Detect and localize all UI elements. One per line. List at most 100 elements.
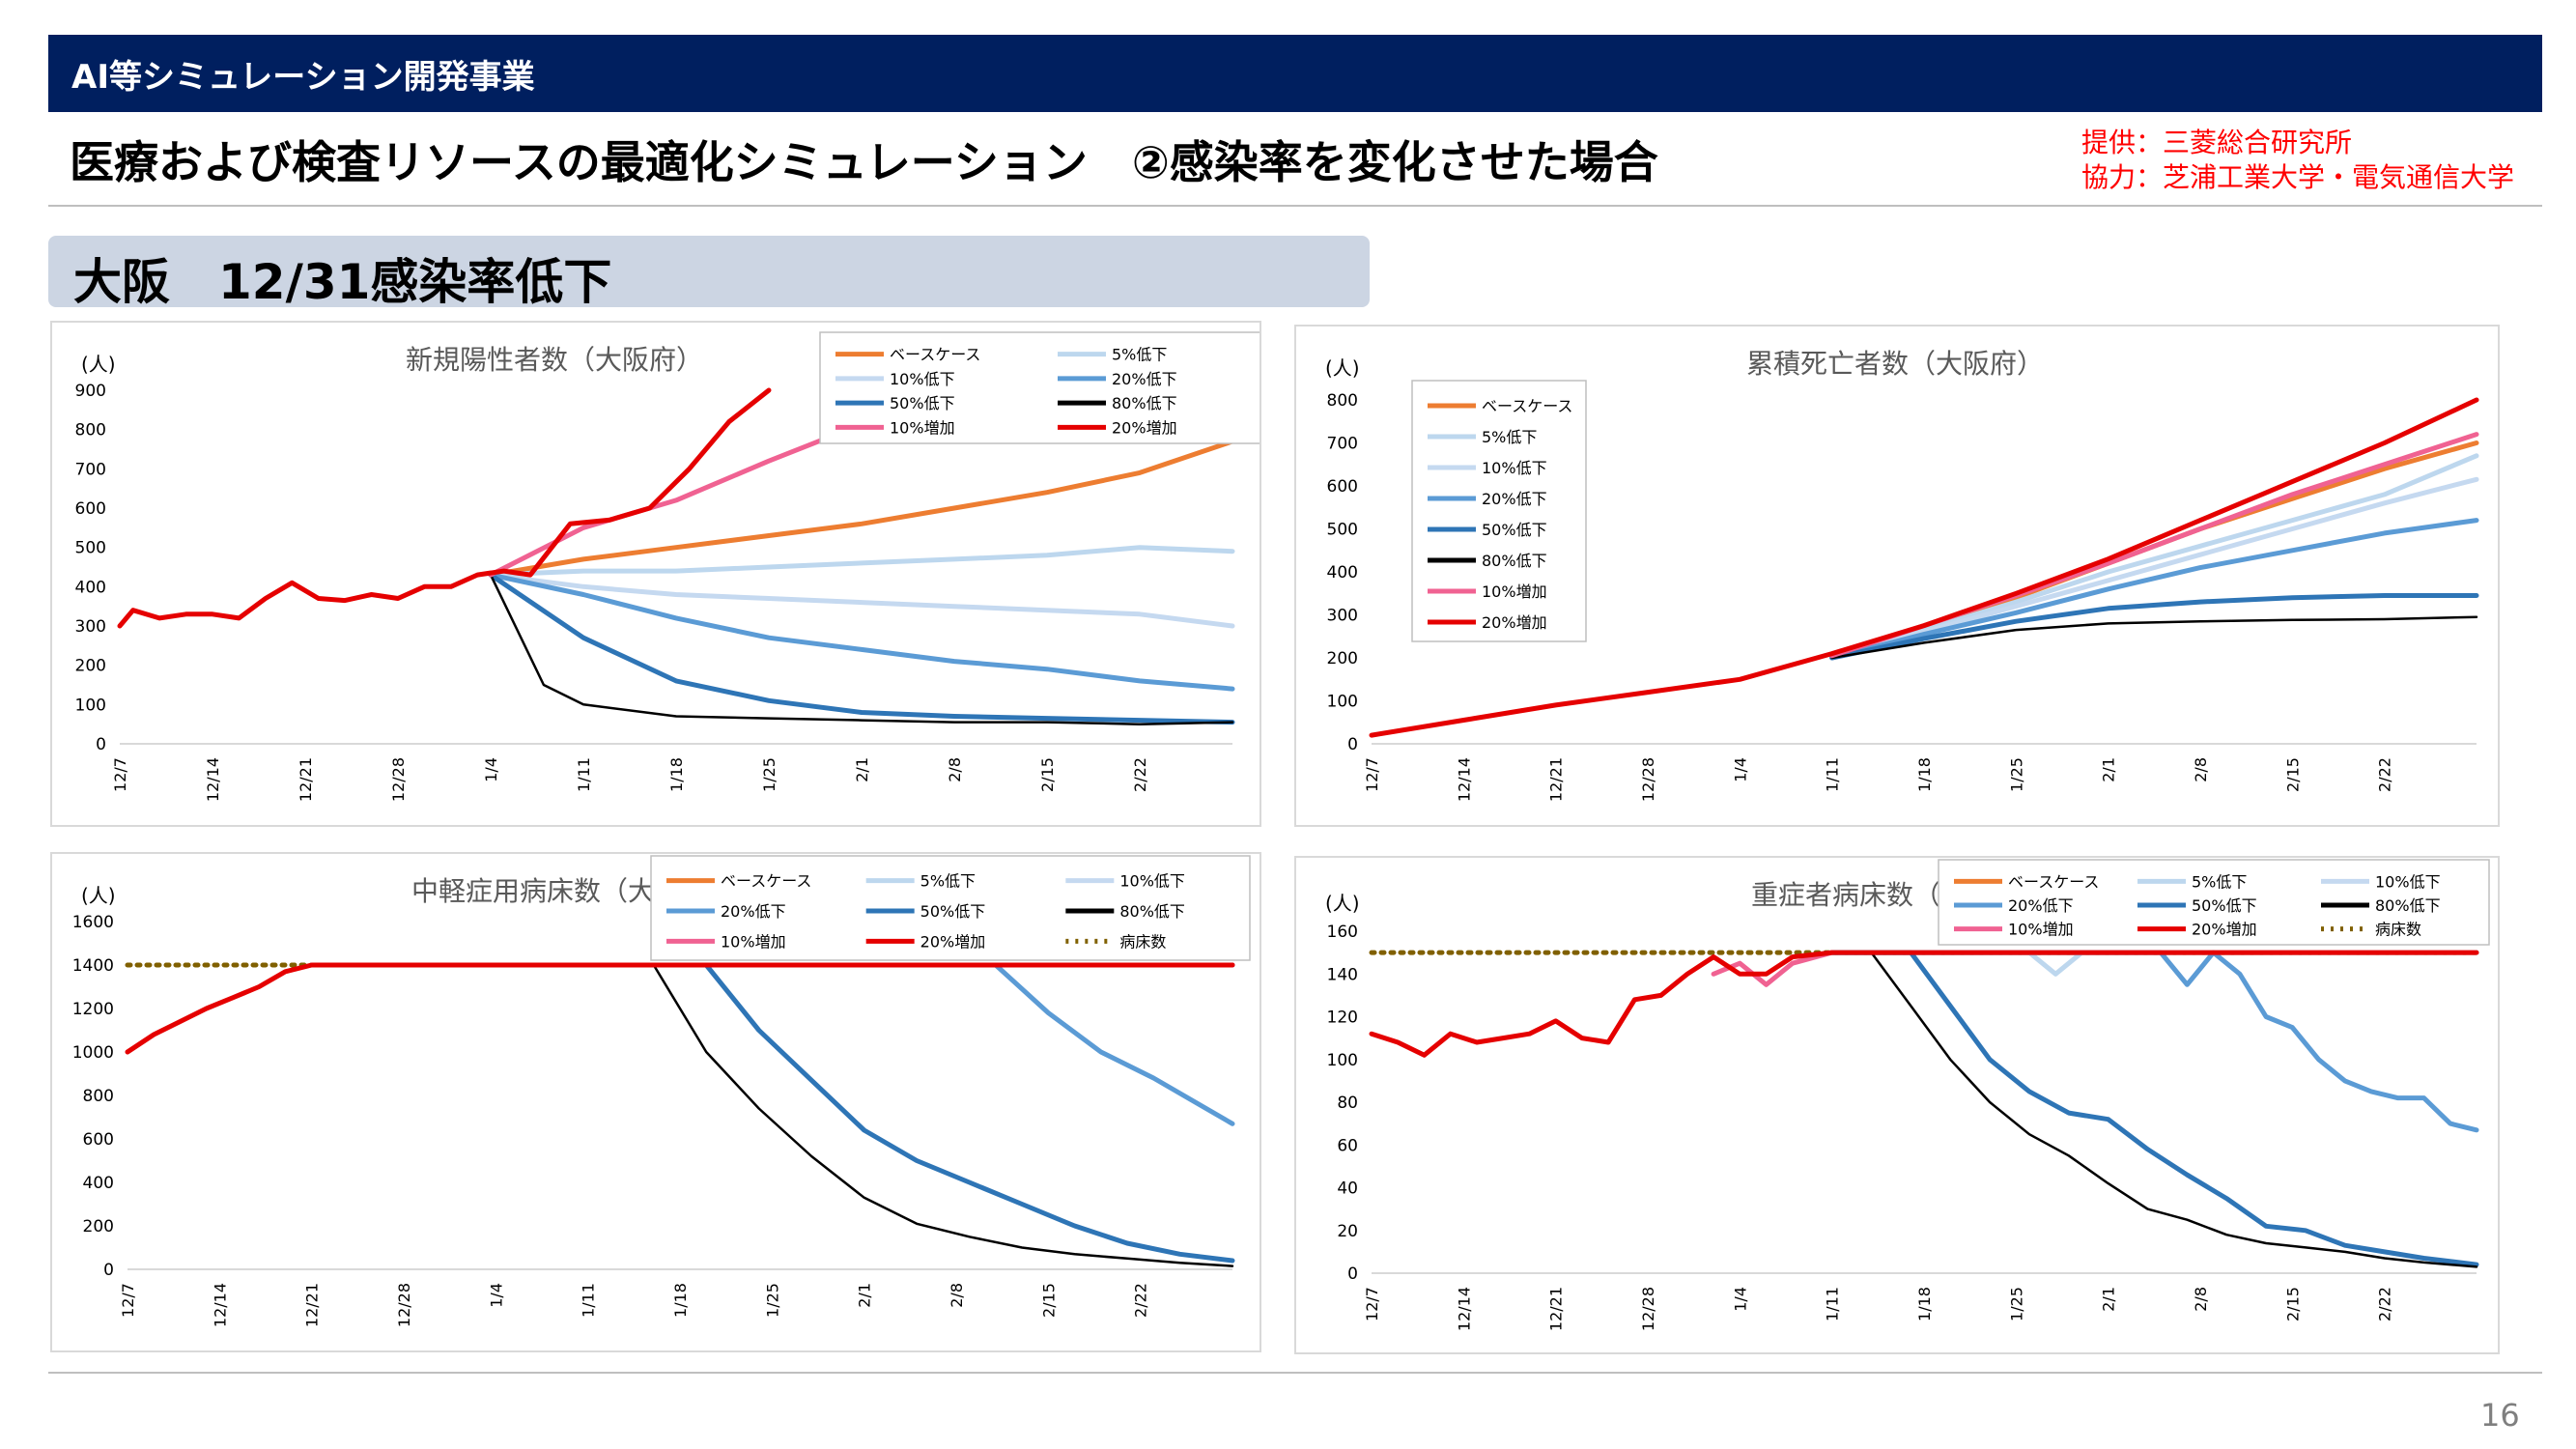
x-tick-label: 2/8 — [948, 1283, 966, 1308]
x-tick-label: 12/7 — [119, 1283, 137, 1318]
legend-label: 50%低下 — [1482, 521, 1547, 539]
series-line — [1369, 950, 2479, 1058]
x-tick-label: 1/4 — [487, 1283, 505, 1308]
legend: ベースケース 5%低下 10%低下 20%低下 50%低下 80%低下 10%増加 20%増加… — [1938, 859, 2490, 946]
chart-cumulative-deaths: 累積死亡者数（大阪府） (人) 0 100 200 300 400 500 600 700 800 1… — [1294, 325, 2500, 827]
series-line — [1829, 453, 2479, 661]
legend-box — [1938, 859, 2490, 946]
section-title: 大阪 12/31感染率低下 — [73, 254, 612, 310]
x-tick-label: 2/8 — [2192, 1287, 2210, 1312]
legend-box — [1411, 380, 1587, 642]
legend-label: 50%低下 — [2192, 896, 2257, 915]
x-tick-label: 12/14 — [1455, 757, 1473, 802]
series-line — [125, 962, 1235, 1055]
y-tick-label: 200 — [75, 657, 106, 676]
x-tick-label: 2/22 — [2376, 757, 2394, 792]
chart-title: 新規陽性者数（大阪府） — [406, 344, 703, 376]
legend-label: ベースケース — [2008, 872, 2099, 891]
series-line — [310, 963, 1234, 1267]
x-tick-label: 2/15 — [2283, 757, 2302, 792]
chart-svg-0: 新規陽性者数（大阪府） (人) 0 100 200 300 400 500 600 700 800 9… — [75, 331, 1260, 802]
legend-label: 20%増加 — [1482, 613, 1547, 632]
y-tick-label: 300 — [1327, 607, 1358, 626]
legend-label: 10%低下 — [1482, 459, 1547, 477]
x-tick-label: 1/4 — [1731, 757, 1749, 782]
y-tick-label: 160 — [1327, 923, 1358, 942]
x-tick-label: 2/8 — [2192, 757, 2210, 782]
chart-mild-beds: 中軽症用病床数（大阪府） (人) 0 200 400 600 800 1000 1200 1400… — [50, 852, 1261, 1352]
chart-severe-beds: 重症者病床数（大阪府） (人) 0 20 40 60 80 100 120 140 160 12/7 1… — [1294, 856, 2500, 1354]
series-line — [1829, 950, 2479, 1133]
y-tick-label: 700 — [75, 460, 106, 479]
series-line — [309, 962, 1235, 1264]
legend-label: 80%低下 — [1119, 902, 1185, 921]
x-tick-label: 1/25 — [2007, 1287, 2025, 1321]
series-line — [1829, 950, 2479, 977]
legend-label: 5%低下 — [920, 872, 976, 891]
x-tick-label: 1/25 — [760, 757, 778, 792]
x-tick-label: 1/11 — [1824, 757, 1842, 792]
y-tick-label: 700 — [1327, 435, 1358, 454]
series-line — [1369, 397, 2479, 738]
legend-box — [819, 331, 1260, 444]
series-line — [1830, 951, 2478, 1268]
footer-divider — [48, 1372, 2542, 1374]
x-tick-label: 1/18 — [667, 757, 686, 792]
y-tick-label: 500 — [75, 539, 106, 558]
x-tick-label: 2/1 — [856, 1283, 874, 1308]
y-tick-label: 20 — [1337, 1222, 1358, 1241]
legend-label: 5%低下 — [1112, 346, 1167, 364]
series-line — [488, 439, 1235, 578]
y-tick-label: 0 — [103, 1261, 114, 1280]
x-tick-label: 2/22 — [1132, 1283, 1150, 1318]
y-axis-unit: (人) — [1325, 356, 1360, 380]
x-tick-label: 1/11 — [575, 757, 593, 792]
x-tick-label: 1/4 — [482, 757, 500, 782]
series-line — [1829, 593, 2479, 661]
chart-new-cases: 新規陽性者数（大阪府） (人) 0 100 200 300 400 500 600 700 800 9… — [50, 321, 1261, 827]
cooperation-credit: 協力：芝浦工業大学・電気通信大学 — [2081, 161, 2515, 193]
legend-label: 10%低下 — [890, 370, 955, 388]
series-line — [489, 573, 1234, 725]
legend-label: 10%増加 — [721, 932, 786, 951]
x-tick-label: 2/1 — [2100, 1287, 2118, 1312]
legend-label: 20%低下 — [721, 902, 786, 921]
x-tick-label: 12/28 — [1639, 1287, 1657, 1331]
chart-svg-1: 累積死亡者数（大阪府） (人) 0 100 200 300 400 500 600 700 800 1… — [1325, 348, 2479, 802]
y-tick-label: 500 — [1327, 521, 1358, 540]
x-tick-label: 1/18 — [1915, 757, 1934, 792]
y-tick-label: 400 — [1327, 563, 1358, 582]
page-title: 医療および検査リソースの最適化シミュレーション ②感染率を変化させた場合 — [70, 136, 1658, 188]
legend-label: 20%低下 — [1112, 370, 1177, 388]
y-tick-label: 400 — [75, 578, 106, 597]
x-tick-label: 2/8 — [946, 757, 964, 782]
legend-label: 80%低下 — [2375, 896, 2441, 915]
y-tick-label: 300 — [75, 617, 106, 637]
section-header: 大阪 12/31感染率低下 — [48, 236, 1370, 310]
y-tick-label: 40 — [1337, 1179, 1358, 1199]
x-tick-label: 1/4 — [1731, 1287, 1749, 1312]
x-tick-label: 2/22 — [2376, 1287, 2394, 1321]
x-tick-label: 12/21 — [1547, 1287, 1566, 1331]
x-tick-label: 12/28 — [1639, 757, 1657, 802]
legend-label: 20%増加 — [920, 932, 986, 951]
x-tick-label: 1/11 — [1824, 1287, 1842, 1321]
legend-label: 50%低下 — [920, 902, 986, 921]
x-tick-label: 2/15 — [1039, 1283, 1058, 1318]
y-tick-label: 800 — [75, 421, 106, 440]
y-tick-label: 600 — [83, 1130, 114, 1150]
y-tick-label: 400 — [83, 1174, 114, 1193]
series-line — [1830, 615, 2478, 660]
y-tick-label: 120 — [1327, 1009, 1358, 1028]
y-tick-label: 1200 — [72, 1000, 114, 1019]
y-tick-label: 1000 — [72, 1043, 114, 1063]
legend-label: 10%低下 — [2375, 872, 2441, 891]
y-tick-label: 1400 — [72, 956, 114, 976]
series-line — [117, 387, 772, 629]
legend-label: 5%低下 — [1482, 428, 1537, 446]
x-tick-label: 1/25 — [2007, 757, 2025, 792]
y-tick-label: 900 — [75, 382, 106, 401]
x-tick-label: 12/21 — [1547, 757, 1566, 802]
y-tick-label: 0 — [1347, 1264, 1358, 1284]
